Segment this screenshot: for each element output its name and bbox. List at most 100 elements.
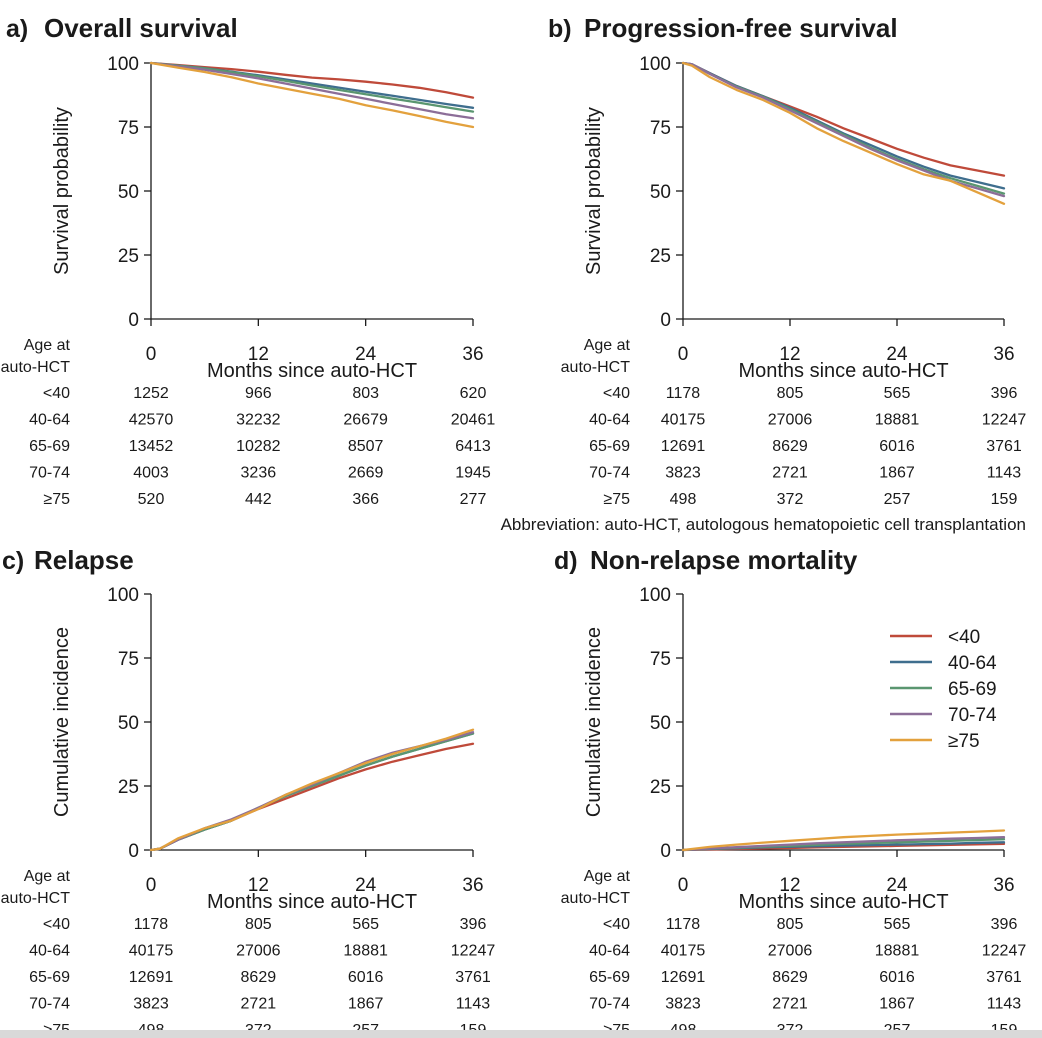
risk-cell: 2669 [348,465,384,482]
risk-row-label: <40 [43,916,70,933]
risk-cell: 803 [352,385,379,402]
legend-label: <40 [948,627,980,648]
y-axis-title: Cumulative incidence [583,627,605,817]
x-tick-label: 24 [355,344,377,365]
risk-table-title: Age at [24,337,71,354]
risk-cell: 8507 [348,438,384,455]
risk-cell: 8629 [772,969,808,986]
risk-table-title: Age at [584,337,631,354]
risk-cell: 40175 [661,943,706,960]
risk-cell: 12247 [982,412,1027,429]
risk-cell: 396 [991,385,1018,402]
risk-row-label: <40 [43,385,70,402]
x-tick-label: 0 [678,875,689,896]
risk-cell: 620 [460,385,487,402]
risk-row-label: 65-69 [29,438,70,455]
risk-cell: 396 [991,916,1018,933]
risk-cell: 1143 [987,465,1022,482]
risk-cell: 257 [884,491,911,508]
panel-letter: a) [6,15,28,43]
risk-cell: 3761 [986,969,1022,986]
risk-cell: 565 [884,916,911,933]
risk-cell: 3236 [241,465,277,482]
y-axis-title: Cumulative incidence [51,627,73,817]
risk-cell: 3823 [133,996,169,1013]
risk-cell: 6016 [348,969,384,986]
legend-label: 65-69 [948,679,997,700]
risk-cell: 12247 [982,943,1027,960]
y-tick-label: 50 [650,182,671,203]
risk-cell: 1143 [987,996,1022,1013]
risk-cell: 3823 [665,465,701,482]
risk-row-label: <40 [603,385,630,402]
risk-row-label: 65-69 [589,969,630,986]
risk-cell: 805 [777,916,804,933]
y-tick-label: 50 [118,182,139,203]
risk-row-label: 40-64 [29,943,70,960]
x-tick-label: 24 [886,344,908,365]
x-tick-label: 12 [248,344,269,365]
footnote: Abbreviation: auto-HCT, autologous hemat… [501,515,1026,534]
chart-panel-4: d) Non-relapse mortality 0 25 50 75 100 0 12 24 36… [554,545,1026,1038]
risk-table-title: auto-HCT [1,359,71,376]
risk-cell: 520 [138,491,165,508]
risk-cell: 32232 [236,412,281,429]
risk-cell: 27006 [768,412,813,429]
y-tick-label: 50 [118,713,139,734]
risk-row-label: 70-74 [29,996,70,1013]
y-tick-label: 100 [107,54,139,75]
risk-row-label: ≥75 [43,491,70,508]
x-tick-label: 0 [146,875,157,896]
risk-cell: 26679 [343,412,388,429]
risk-cell: 27006 [768,943,813,960]
risk-cell: 6016 [879,438,915,455]
risk-cell: 1252 [133,385,169,402]
risk-table-title: auto-HCT [561,890,631,907]
risk-cell: 40175 [661,412,706,429]
x-axis-title: Months since auto-HCT [207,360,417,382]
risk-table-title: Age at [584,868,631,885]
risk-cell: 3761 [455,969,491,986]
x-tick-label: 36 [462,344,483,365]
x-tick-label: 36 [993,344,1014,365]
risk-cell: 498 [670,491,697,508]
risk-cell: 277 [460,491,487,508]
series-line-lt40 [149,742,475,852]
y-tick-label: 75 [118,118,139,139]
risk-cell: 1178 [666,385,701,402]
chart-panel-1: a) Overall survival 0 25 50 75 100 0 12 24 36 Month… [1,13,496,508]
panel-letter: d) [554,547,578,575]
risk-cell: 372 [777,491,804,508]
risk-cell: 27006 [236,943,281,960]
y-tick-label: 0 [128,310,139,331]
risk-row-label: <40 [603,916,630,933]
y-tick-label: 50 [650,713,671,734]
panel-letter: c) [2,547,24,575]
risk-cell: 12691 [661,969,706,986]
chart-panel-3: c) Relapse 0 25 50 75 100 0 12 24 36 Months since a… [1,545,496,1038]
y-tick-label: 100 [639,54,671,75]
legend: <40 40-64 65-69 70-74 ≥75 [890,627,997,752]
risk-cell: 42570 [129,412,174,429]
risk-cell: 1143 [456,996,491,1013]
risk-cell: 8629 [241,969,277,986]
risk-cell: 1867 [879,465,915,482]
risk-cell: 12691 [661,438,706,455]
x-tick-label: 12 [779,875,800,896]
x-axis-title: Months since auto-HCT [738,360,948,382]
risk-row-label: 70-74 [589,996,630,1013]
risk-cell: 10282 [236,438,281,455]
risk-cell: 2721 [772,996,808,1013]
x-axis-title: Months since auto-HCT [207,891,417,913]
x-tick-label: 24 [355,875,377,896]
series-line-ge75 [149,728,475,852]
risk-cell: 6413 [455,438,491,455]
panel-title: Overall survival [44,13,238,43]
risk-cell: 18881 [875,412,920,429]
y-tick-label: 0 [128,841,139,862]
risk-row-label: 70-74 [589,465,630,482]
series-line-ge75 [149,61,475,129]
risk-cell: 1178 [134,916,169,933]
risk-row-label: 40-64 [589,412,630,429]
y-tick-label: 0 [660,841,671,862]
